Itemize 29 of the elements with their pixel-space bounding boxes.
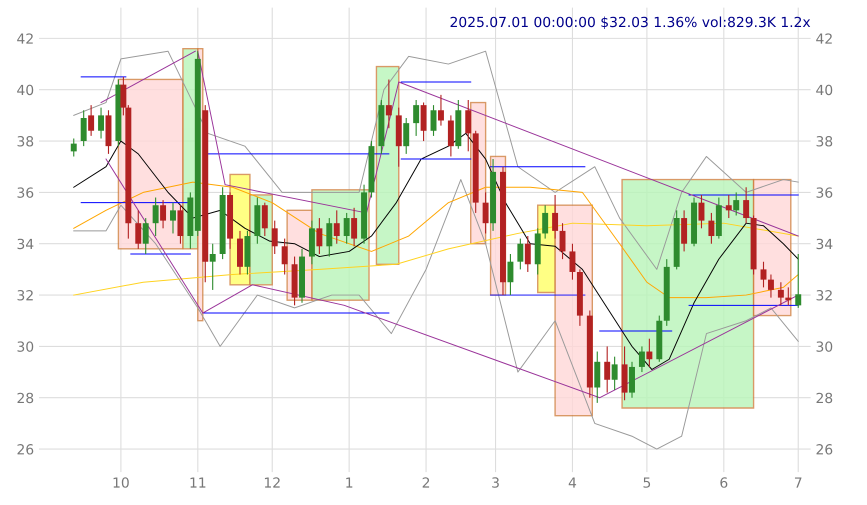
y-tick-label: 28	[18, 392, 34, 404]
x-tick-label: 2	[422, 477, 430, 488]
y-tick-label: 42	[17, 33, 33, 44]
y-tick-label: 36	[18, 187, 34, 198]
y-tick-label: 38	[18, 136, 34, 147]
y2-tick-label: 40	[816, 84, 832, 96]
y2-tick-label: 34	[816, 238, 832, 250]
y-tick-label: 32	[18, 290, 33, 301]
x-tick-label: 10	[114, 477, 129, 488]
y-tick-label: 34	[18, 238, 34, 250]
x-tick-label: 12	[264, 477, 280, 488]
y2-tick-label: 42	[816, 33, 832, 44]
x-tick-label: 4	[568, 477, 576, 488]
y2-tick-label: 38	[816, 136, 832, 147]
y2-tick-label: 30	[816, 341, 832, 352]
y2-tick-label: 32	[816, 290, 832, 301]
y2-tick-label: 36	[816, 187, 832, 198]
x-tick-label: 5	[644, 477, 650, 488]
y-tick-label: 40	[17, 84, 34, 96]
y2-tick-label: 26	[816, 444, 832, 455]
y-tick-label: 26	[18, 444, 34, 455]
text: 2025.07.01 00:00:00 $32.03 1.36% vol:829.3K 1.2x	[450, 16, 810, 30]
x-tick-label: 11	[190, 477, 206, 488]
x-tick-label: 3	[492, 477, 499, 488]
y2-tick-label: 28	[816, 392, 832, 404]
x-tick-label: 1	[346, 477, 352, 488]
x-tick-label: 6	[720, 477, 728, 488]
y-tick-label: 30	[18, 341, 34, 352]
x-tick-label: 7	[794, 477, 802, 488]
